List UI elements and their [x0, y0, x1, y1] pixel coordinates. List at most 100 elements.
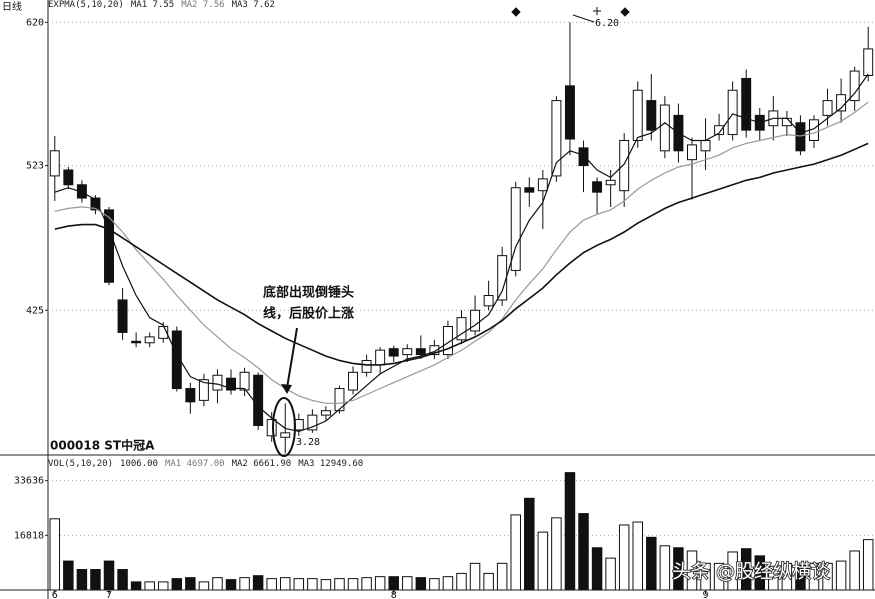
volume-bar [361, 577, 372, 591]
volume-bar [49, 518, 61, 591]
candle-body [863, 48, 874, 76]
candle-body [727, 89, 738, 136]
stock-label: 000018 ST中冠A [50, 438, 155, 453]
candle-body [524, 187, 535, 193]
volume-bar [307, 578, 318, 591]
volume-bar [537, 531, 549, 591]
volume-bar [185, 577, 196, 591]
volume-bar [862, 539, 874, 591]
candle-body [483, 295, 494, 307]
y-tick-label: 523 [26, 161, 44, 172]
volume-bar [266, 578, 277, 591]
candle-body [144, 336, 155, 344]
candle-body [659, 104, 670, 152]
arrow-head [281, 384, 292, 394]
marks: 620 523 425 33636 16818 6 7 8 9 [14, 17, 875, 599]
indicator-header: EXPMA(5,10,20) MA1 7.55 MA2 7.56 MA3 7.6… [48, 0, 275, 10]
signal-markers [511, 7, 630, 17]
candle-body [198, 379, 209, 401]
candle-body [714, 125, 725, 136]
volume-bar [117, 569, 128, 591]
x-tick-label: 6 [52, 590, 58, 599]
candle-body [700, 139, 711, 152]
volume-bar [76, 569, 88, 591]
volume-bar [130, 581, 142, 591]
volume-bar [293, 578, 305, 591]
volume-bar [456, 572, 467, 591]
volume-bar [442, 576, 454, 591]
highlight [272, 397, 296, 457]
volume-bar [347, 578, 359, 591]
candle-body [687, 144, 697, 161]
header-item: MA2 6661.90 [231, 459, 292, 469]
volume-bar [646, 536, 657, 591]
candle-body [63, 169, 74, 186]
annotation: 线，后股价上涨 [263, 306, 354, 322]
volume-bar [835, 560, 847, 591]
header-item: EXPMA(5,10,20) [48, 0, 124, 10]
volume-bar [252, 575, 264, 591]
volume-bar [483, 572, 494, 591]
volume-bar [157, 581, 169, 591]
period-label: 日线 [2, 0, 22, 13]
candle-body [415, 348, 426, 356]
volume-bar [795, 564, 806, 591]
annotation: 底部出现倒锤头 [263, 285, 354, 301]
volume-header: VOL(5,10,20) 1006.00 MA1 4697.00 MA2 666… [48, 459, 363, 469]
ma-line [54, 73, 869, 433]
header-item: MA2 7.56 [181, 0, 225, 10]
candle-body [619, 139, 630, 192]
volume-bar [469, 562, 481, 591]
candle-body [456, 317, 467, 341]
candle-body [185, 388, 196, 403]
header-item: MA1 7.55 [130, 0, 175, 10]
candle-body [320, 410, 331, 416]
volume-bar [280, 577, 291, 591]
candle-body [212, 374, 223, 391]
header-item: 1006.00 [120, 459, 158, 469]
candle-body [131, 340, 142, 344]
volume-bar [496, 562, 508, 591]
volume-bar [429, 578, 440, 591]
volume-bar [727, 551, 738, 591]
volume-bar [564, 472, 576, 591]
volume-bar [198, 581, 210, 591]
high-label: 6.20 [595, 18, 619, 29]
candle-body [605, 179, 616, 186]
x-tick-label: 7 [106, 590, 112, 599]
volume-bar [849, 550, 860, 591]
ma-line [54, 101, 869, 404]
volume-bar [374, 576, 386, 591]
volume-bar [822, 562, 833, 591]
low-label: 3.28 [296, 437, 320, 448]
volume-bar [754, 555, 766, 591]
candle-body [632, 89, 643, 141]
candle-body [171, 330, 182, 390]
candle-body [388, 348, 399, 357]
volume-bar [320, 579, 332, 591]
volume-bar [415, 577, 427, 591]
candle-body [76, 184, 87, 199]
candle-body [49, 150, 60, 177]
x-tick-label: 9 [703, 590, 709, 599]
watermark: 头条 @股经纵横谈 [672, 561, 830, 583]
volume-bar [524, 497, 535, 591]
volume-bar [103, 560, 115, 591]
candle-body [646, 100, 657, 131]
volume-bar [63, 560, 74, 591]
volume-bar [632, 521, 643, 591]
candle-body [510, 187, 521, 271]
candle-body [90, 197, 101, 211]
candle-body [239, 371, 250, 391]
volume-bar [212, 577, 223, 591]
volume-bar [90, 569, 101, 591]
volume-bar [768, 565, 779, 591]
candle-body [822, 100, 833, 116]
volume-bar [388, 576, 399, 591]
candle-body [117, 299, 128, 333]
candle-body [578, 147, 589, 167]
candle-body [741, 77, 752, 131]
candle-body [537, 178, 548, 192]
